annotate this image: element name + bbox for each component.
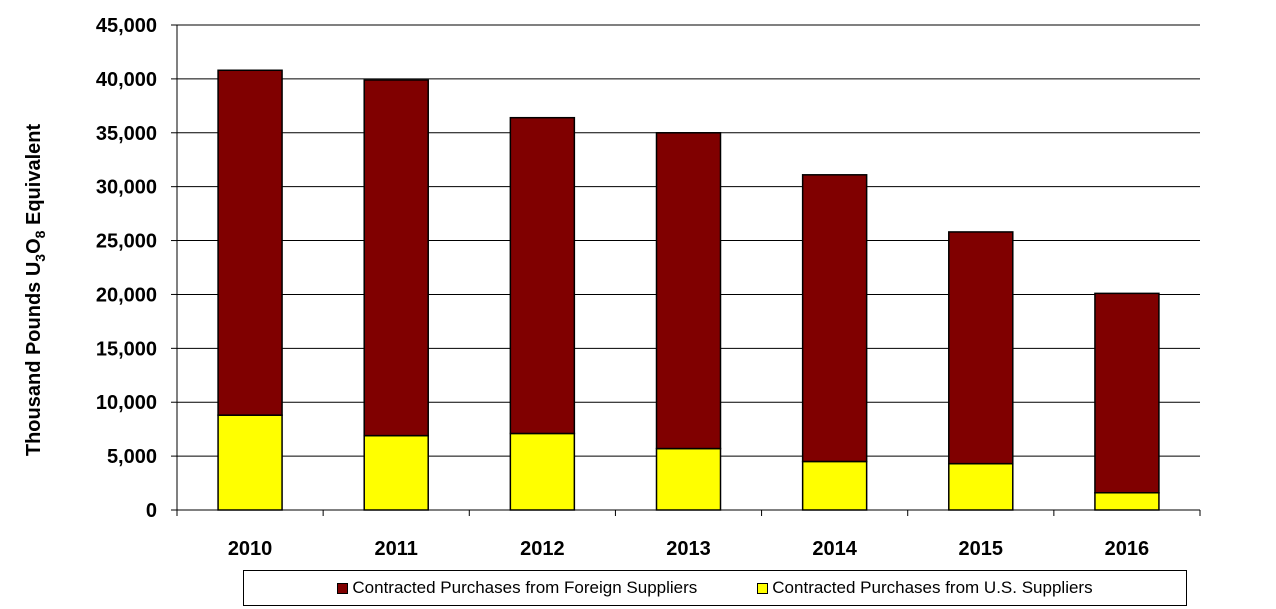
x-tick-label: 2013 [666,538,711,560]
bar-us-suppliers [363,434,429,511]
legend: Contracted Purchases from Foreign Suppli… [243,570,1187,606]
bar-us-suppliers [217,414,283,511]
legend-swatch-us [757,582,769,594]
x-tick-label: 2015 [959,538,1004,560]
y-axis-title-part-3: Equivalent [23,124,45,231]
y-tick-label: 30,000 [96,177,157,199]
x-tick-label: 2012 [520,538,565,560]
x-tick-labels: 2010 2011 2012 2013 2014 2015 2016 [228,538,1149,560]
bar-us-suppliers [1094,492,1160,511]
y-axis-title-sub-2: 8 [32,230,48,238]
y-tick-label: 40,000 [96,69,157,91]
x-tick-label: 2016 [1105,538,1150,560]
y-tick-label: 5,000 [107,446,157,468]
x-tick-label: 2011 [375,538,418,560]
bar-us-suppliers [509,432,576,511]
legend-item-us: Contracted Purchases from U.S. Suppliers [757,578,1093,598]
bar-us-suppliers [655,447,722,511]
y-tick-label: 10,000 [96,392,157,414]
y-tick-label: 20,000 [96,284,157,306]
y-axis-title-part-1: Thousand Pounds U [23,262,45,456]
x-tick-label: 2010 [228,538,273,560]
bars [217,69,1160,511]
bar-foreign-suppliers [217,69,283,416]
y-tick-label: 45,000 [96,15,157,37]
bar-foreign-suppliers [948,231,1014,465]
bar-foreign-suppliers [509,116,576,435]
legend-swatch-foreign [337,582,349,594]
y-tick-label: 15,000 [96,338,157,360]
y-axis-title: Thousand Pounds U3O8 Equivalent [23,124,48,457]
bar-foreign-suppliers [655,132,722,450]
y-axis-title-sub-1: 3 [32,254,48,262]
bar-foreign-suppliers [1094,292,1160,494]
y-tick-label: 25,000 [96,231,157,253]
bar-us-suppliers [801,460,868,511]
bar-foreign-suppliers [363,79,429,437]
x-tick-label: 2014 [812,538,857,560]
legend-label-foreign: Contracted Purchases from Foreign Suppli… [352,578,698,597]
y-tick-label: 0 [146,500,157,522]
y-axis-title-part-2: O [23,238,45,254]
bar-foreign-suppliers [801,174,868,463]
bar-us-suppliers [948,462,1014,511]
legend-label-us: Contracted Purchases from U.S. Suppliers [772,578,1093,597]
legend-item-foreign: Contracted Purchases from Foreign Suppli… [337,578,697,598]
y-tick-labels: 0 5,000 10,000 15,000 20,000 25,000 30,000 35,0… [96,15,157,522]
y-tick-label: 35,000 [96,123,157,145]
axes [171,24,1201,516]
